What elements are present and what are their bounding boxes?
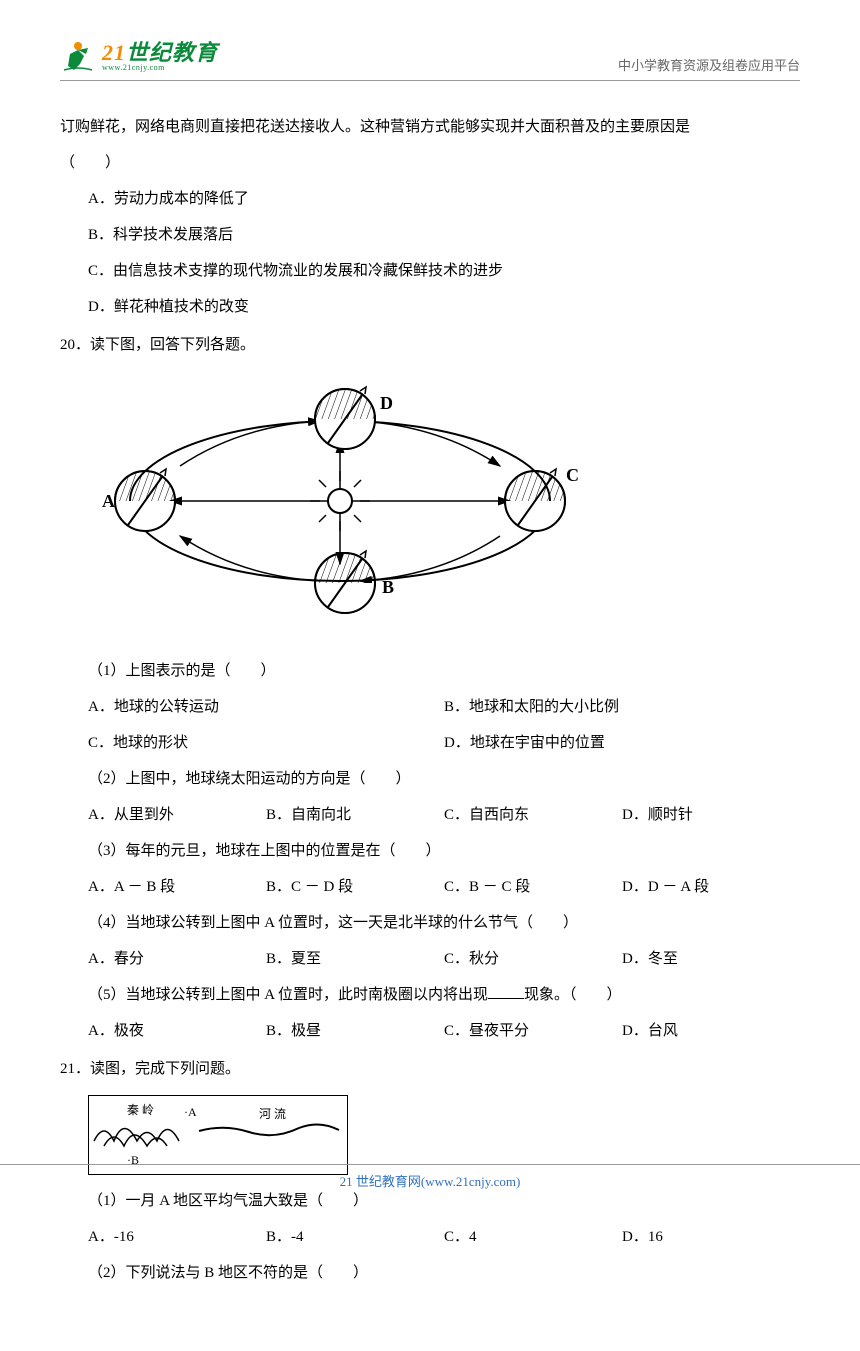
q20-2-a: A．从里到外 (88, 797, 266, 833)
globe-c (505, 469, 565, 531)
q20-5-d: D．台风 (622, 1013, 800, 1049)
q20-1-prompt: （1）上图表示的是（ ） (88, 653, 800, 689)
q20-2-prompt: （2）上图中，地球绕太阳运动的方向是（ ） (88, 761, 800, 797)
svg-text:A: A (102, 491, 115, 511)
q20-4-a: A．春分 (88, 941, 266, 977)
q20-title: 20．读下图，回答下列各题。 (60, 327, 800, 363)
q20-2-b: B．自南向北 (266, 797, 444, 833)
svg-text:C: C (566, 465, 579, 485)
q20-1-a: A．地球的公转运动 (88, 689, 444, 725)
question-bracket: （ ） (60, 145, 800, 181)
q21-1-b: B．-4 (266, 1219, 444, 1255)
q20-3-prompt: （3）每年的元旦，地球在上图中的位置是在（ ） (88, 833, 800, 869)
q21-title: 21．读图，完成下列问题。 (60, 1051, 800, 1087)
svg-text:B: B (382, 577, 394, 597)
q21-1-d: D．16 (622, 1219, 800, 1255)
logo-subtitle: www.21cnjy.com (102, 64, 218, 72)
question-stem: 订购鲜花，网络电商则直接把花送达接收人。这种营销方式能够实现并大面积普及的主要原… (60, 109, 800, 145)
q20-1-b: B．地球和太阳的大小比例 (444, 689, 800, 725)
header-tagline: 中小学教育资源及组卷应用平台 (618, 55, 800, 74)
option-a: A．劳动力成本的降低了 (88, 181, 800, 217)
svg-text:·A: ·A (184, 1105, 197, 1119)
qinling-map: 秦 岭 ·A 河 流 ·B (88, 1095, 348, 1175)
option-b: B．科学技术发展落后 (88, 217, 800, 253)
runner-icon (60, 40, 96, 74)
q20-3-b: B．C － D 段 (266, 869, 444, 905)
q20-5-a: A．极夜 (88, 1013, 266, 1049)
option-c: C．由信息技术支撑的现代物流业的发展和冷藏保鲜技术的进步 (88, 253, 800, 289)
q20-2-c: C．自西向东 (444, 797, 622, 833)
q21-2-prompt: （2）下列说法与 B 地区不符的是（ ） (88, 1255, 800, 1291)
q20-4-c: C．秋分 (444, 941, 622, 977)
q20-4-b: B．夏至 (266, 941, 444, 977)
q20-5-c: C．昼夜平分 (444, 1013, 622, 1049)
option-d: D．鲜花种植技术的改变 (88, 289, 800, 325)
q20-1-c: C．地球的形状 (88, 725, 444, 761)
q20-3-c: C．B － C 段 (444, 869, 622, 905)
q20-5-b: B．极昼 (266, 1013, 444, 1049)
page-footer: 21 世纪教育网(www.21cnjy.com) (0, 1164, 860, 1190)
site-logo: 21世纪教育 www.21cnjy.com (60, 40, 218, 74)
page-header: 21世纪教育 www.21cnjy.com 中小学教育资源及组卷应用平台 (60, 40, 800, 81)
q20-4-prompt: （4）当地球公转到上图中 A 位置时，这一天是北半球的什么节气（ ） (88, 905, 800, 941)
svg-text:D: D (380, 393, 393, 413)
globe-b (315, 551, 375, 613)
q21-1-c: C．4 (444, 1219, 622, 1255)
svg-text:河 流: 河 流 (259, 1107, 286, 1121)
logo-title: 21世纪教育 (102, 42, 218, 64)
q20-4-d: D．冬至 (622, 941, 800, 977)
orbit-diagram: A B C D (90, 371, 590, 631)
q20-3-d: D．D － A 段 (622, 869, 800, 905)
q21-1-a: A．-16 (88, 1219, 266, 1255)
q20-3-a: A．A － B 段 (88, 869, 266, 905)
q20-2-d: D．顺时针 (622, 797, 800, 833)
q20-5-prompt: （5）当地球公转到上图中 A 位置时，此时南极圈以内将出现现象。（ ） (88, 977, 800, 1013)
q20-1-d: D．地球在宇宙中的位置 (444, 725, 800, 761)
globe-a (115, 469, 175, 531)
svg-text:秦 岭: 秦 岭 (127, 1103, 154, 1117)
content-body: 订购鲜花，网络电商则直接把花送达接收人。这种营销方式能够实现并大面积普及的主要原… (60, 109, 800, 1291)
globe-d (315, 387, 375, 449)
